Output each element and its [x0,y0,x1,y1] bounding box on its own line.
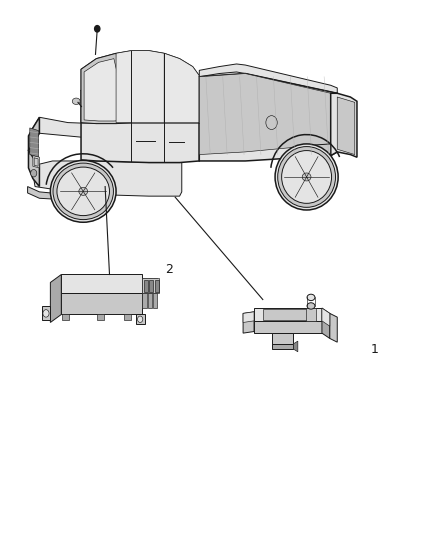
Ellipse shape [79,187,88,195]
Polygon shape [254,321,322,333]
Polygon shape [61,274,142,293]
Polygon shape [97,314,104,320]
Ellipse shape [307,294,315,301]
Polygon shape [142,293,147,308]
Polygon shape [33,161,182,196]
Polygon shape [33,156,39,168]
Polygon shape [330,313,337,342]
Circle shape [95,26,100,32]
Polygon shape [254,308,322,321]
Ellipse shape [278,147,336,207]
Polygon shape [155,280,159,292]
Polygon shape [34,158,38,166]
Ellipse shape [302,173,311,181]
Polygon shape [298,144,331,161]
Polygon shape [42,306,50,320]
Text: 1: 1 [371,343,378,356]
Polygon shape [142,278,159,293]
Polygon shape [199,74,331,155]
Ellipse shape [72,98,80,104]
Polygon shape [306,308,316,321]
Polygon shape [199,74,337,161]
Polygon shape [61,293,142,314]
Polygon shape [149,280,153,292]
Polygon shape [331,93,357,157]
Polygon shape [164,53,199,123]
Polygon shape [33,117,39,144]
Ellipse shape [282,150,332,204]
Polygon shape [243,312,254,322]
Polygon shape [136,314,145,324]
Polygon shape [81,51,245,91]
Text: 2: 2 [165,263,173,276]
Polygon shape [142,278,147,293]
Polygon shape [293,341,298,352]
Polygon shape [50,274,61,322]
Polygon shape [322,308,330,338]
Polygon shape [39,117,131,141]
Polygon shape [337,97,355,155]
Polygon shape [28,117,39,187]
Polygon shape [84,59,128,121]
Polygon shape [81,53,131,124]
Ellipse shape [57,167,110,215]
Polygon shape [148,278,152,293]
Ellipse shape [53,163,113,220]
Polygon shape [124,314,131,320]
Polygon shape [116,51,164,123]
Polygon shape [199,64,337,93]
Ellipse shape [275,144,338,210]
Ellipse shape [307,303,315,309]
Polygon shape [272,333,293,344]
Circle shape [31,169,37,177]
Circle shape [138,316,143,322]
Polygon shape [148,293,152,308]
Polygon shape [144,280,148,292]
Polygon shape [28,187,68,200]
Polygon shape [243,312,254,333]
Polygon shape [62,314,69,320]
Polygon shape [81,75,199,163]
Polygon shape [153,278,157,293]
Polygon shape [272,344,293,349]
Circle shape [43,310,49,317]
Polygon shape [263,309,313,320]
Ellipse shape [50,160,116,222]
Polygon shape [153,293,157,308]
Polygon shape [322,308,330,326]
Polygon shape [30,128,39,157]
